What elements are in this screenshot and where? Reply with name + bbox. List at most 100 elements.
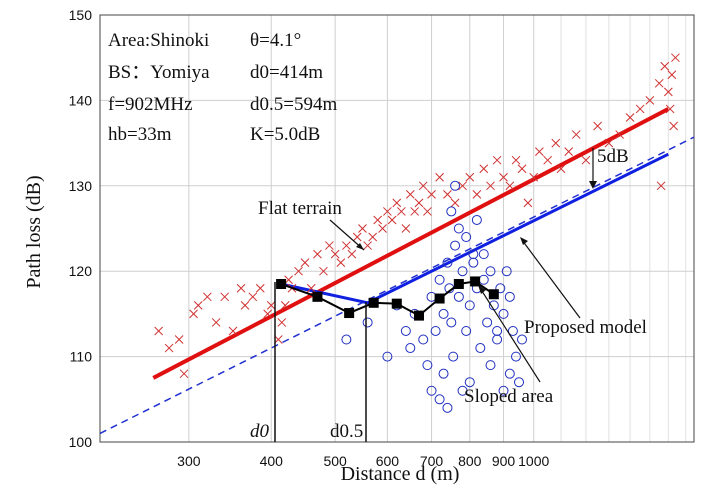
- flat-terrain-point: [313, 249, 322, 259]
- flat-terrain-point: [615, 130, 625, 139]
- sloped-median-point: [391, 298, 402, 309]
- sloped-median-point: [276, 279, 287, 290]
- sloped-area-point: [498, 308, 509, 319]
- sloped-area-point: [382, 351, 393, 362]
- sloped-area-point: [461, 232, 472, 243]
- flat-terrain-point: [378, 224, 387, 233]
- sloped-area-point: [501, 266, 512, 277]
- flat-terrain-point: [294, 266, 303, 276]
- x-mark-stroke: [401, 224, 411, 233]
- x-mark-stroke: [405, 189, 415, 199]
- flat-terrain-point: [492, 155, 502, 165]
- tick-labels: 100 110 120 130 140 150 300 400 500 600 700 800 900 1…: [69, 7, 550, 469]
- flat-terrain-point: [663, 87, 673, 97]
- x-mark-stroke: [363, 241, 372, 250]
- x-mark-stroke: [174, 335, 184, 344]
- flat-terrain-point: [499, 172, 508, 182]
- x-mark-stroke: [392, 198, 402, 208]
- flat-terrain-point: [423, 207, 432, 216]
- x-mark-stroke: [387, 215, 397, 225]
- x-mark-stroke: [663, 87, 673, 97]
- flat-terrain-point: [220, 292, 230, 302]
- annotation-sloped-area: Sloped area: [464, 386, 554, 407]
- sloped-area-point: [405, 343, 416, 354]
- x-mark-stroke: [499, 172, 508, 182]
- flat-terrain-point: [511, 155, 521, 165]
- flat-terrain-point: [669, 121, 679, 131]
- sloped-area-point: [442, 402, 453, 413]
- info-bs: BS：Yomiya: [108, 62, 210, 83]
- x-mark-stroke: [240, 301, 250, 310]
- arrowhead-sloped-area: [478, 285, 486, 294]
- flat-terrain-point: [486, 181, 495, 191]
- x-mark-stroke: [604, 138, 614, 148]
- x-mark-stroke: [665, 104, 675, 114]
- sloped-area-point: [495, 283, 506, 294]
- x-mark-stroke: [414, 198, 424, 208]
- sloped-area-point: [453, 223, 464, 234]
- flat-terrain-point: [342, 241, 351, 250]
- flat-terrain-point: [625, 113, 635, 122]
- x-mark-stroke: [189, 309, 198, 319]
- arrowhead-flat-terrain: [356, 243, 364, 250]
- flat-terrain-point: [660, 61, 670, 71]
- flat-terrain-point: [523, 198, 533, 208]
- sloped-area-point: [422, 360, 433, 371]
- x-mark-stroke: [443, 189, 452, 199]
- info-k: K=5.0dB: [250, 124, 320, 145]
- x-mark-stroke: [529, 172, 539, 182]
- x-mark-stroke: [280, 301, 290, 310]
- sloped-area-point: [438, 308, 449, 319]
- info-d0: d0=414m: [250, 62, 323, 83]
- sloped-median-point: [434, 293, 445, 304]
- sloped-area-point: [450, 180, 461, 191]
- y-tick-label: 110: [70, 349, 93, 365]
- x-mark-stroke: [179, 369, 189, 379]
- sloped-area-point: [478, 274, 489, 285]
- x-mark-stroke: [325, 241, 334, 250]
- x-mark-stroke: [625, 113, 635, 122]
- sloped-area-point: [461, 325, 472, 336]
- x-mark-stroke: [397, 207, 406, 216]
- flat-terrain-point: [248, 292, 258, 302]
- x-mark-stroke: [236, 283, 246, 293]
- x-mark-stroke: [330, 249, 340, 259]
- sloped-area-point: [453, 291, 464, 302]
- flat-terrain-point: [255, 283, 265, 293]
- sloped-area-point: [485, 360, 496, 371]
- flat-terrain-point: [240, 301, 250, 310]
- flat-terrain-point: [635, 104, 645, 114]
- flat-terrain-point: [347, 249, 357, 259]
- sloped-area-point: [464, 300, 475, 311]
- arrow-sloped-area: [479, 287, 541, 383]
- x-mark-stroke: [248, 292, 258, 302]
- x-mark-stroke: [358, 224, 367, 233]
- x-mark-stroke: [220, 292, 230, 302]
- sloped-area-point: [442, 257, 453, 268]
- flat-terrain-point: [352, 232, 362, 242]
- sloped-median-point: [413, 310, 424, 321]
- x-mark-stroke: [535, 147, 544, 156]
- x-mark-stroke: [479, 164, 489, 174]
- flat-terrain-point: [571, 130, 581, 139]
- sloped-median-point: [453, 279, 464, 290]
- x-mark-stroke: [551, 138, 561, 148]
- sloped-area-point: [434, 394, 445, 405]
- data-points: [154, 53, 680, 413]
- x-mark-stroke: [342, 241, 351, 250]
- sloped-median-point: [312, 291, 323, 302]
- y-tick-label: 140: [69, 92, 93, 108]
- flat-terrain-point: [410, 207, 420, 216]
- x-mark-stroke: [556, 164, 566, 174]
- flat-terrain-point: [383, 207, 392, 216]
- sloped-area-point: [471, 214, 482, 225]
- flat-terrain-point: [211, 318, 221, 327]
- sloped-area-point: [504, 368, 515, 379]
- sloped-area-point: [457, 266, 468, 277]
- x-mark-stroke: [615, 130, 625, 139]
- flat-terrain-point: [368, 232, 378, 242]
- sloped-area-point: [478, 249, 489, 260]
- flat-terrain-point: [325, 241, 334, 250]
- x-mark-stroke: [368, 232, 378, 242]
- x-mark-stroke: [352, 232, 362, 242]
